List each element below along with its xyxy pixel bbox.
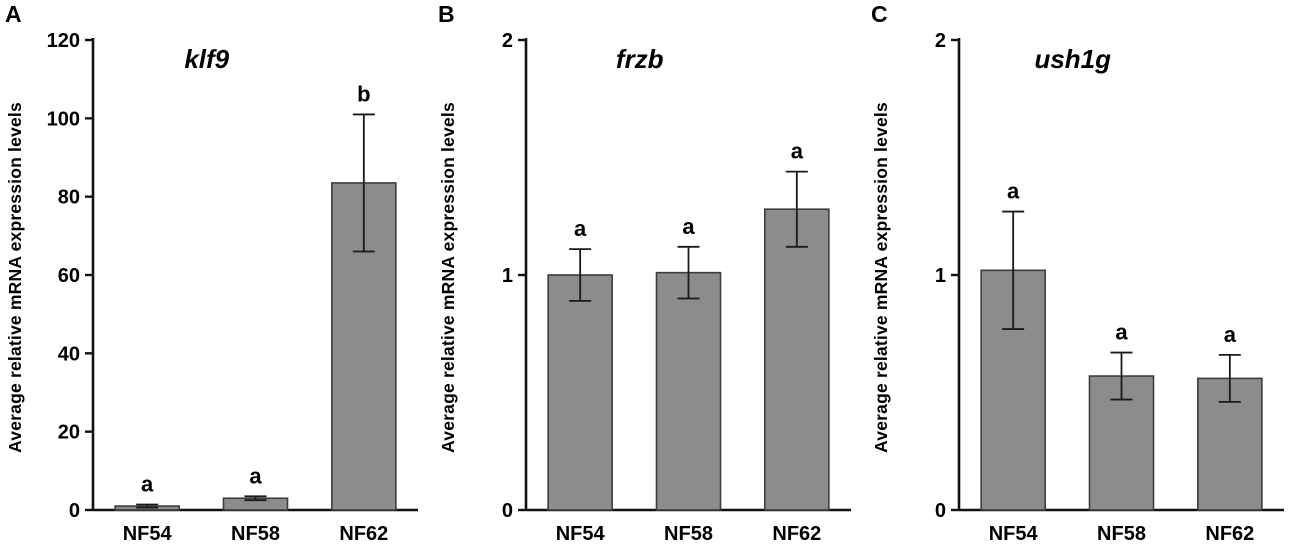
bar-chart-ush1g: 0 1 2 a NF54 a NF58 a NF62 ush1g xyxy=(935,30,1284,545)
panel-c: C Average relative mRNA expression level… xyxy=(866,0,1299,555)
x-tick-label: NF62 xyxy=(339,523,388,545)
bar-chart-frzb: 0 1 2 a NF54 a NF58 a NF62 frzb xyxy=(502,30,851,545)
panel-letter-c: C xyxy=(871,1,888,27)
y-tick-label: 80 xyxy=(58,187,80,209)
x-tick-label: NF58 xyxy=(1097,523,1146,545)
significance-label: a xyxy=(574,216,587,241)
y-tick-label: 1 xyxy=(935,265,946,287)
y-axis-title-b: Average relative mRNA expression levels xyxy=(433,0,463,555)
y-axis-title-text: Average relative mRNA expression levels xyxy=(870,102,891,453)
y-axis-title-a: Average relative mRNA expression levels xyxy=(0,0,30,555)
bar-chart-klf9: 0 20 40 60 80 100 120 a NF54 a NF58 b NF62 klf9 xyxy=(47,30,418,545)
significance-label: a xyxy=(1007,179,1020,204)
y-tick-label: 60 xyxy=(58,265,80,287)
y-tick-label: 1 xyxy=(502,265,513,287)
x-tick-label: NF54 xyxy=(123,523,173,545)
y-axis-title-text: Average relative mRNA expression levels xyxy=(437,102,458,453)
panel-b: B Average relative mRNA expression level… xyxy=(433,0,866,555)
significance-label: a xyxy=(249,463,262,488)
chart-title: frzb xyxy=(616,44,664,74)
bar-nf54 xyxy=(547,274,613,511)
y-tick-label: 2 xyxy=(935,30,946,52)
y-tick-label: 0 xyxy=(935,500,946,522)
x-tick-label: NF54 xyxy=(556,523,606,545)
x-tick-label: NF54 xyxy=(989,523,1039,545)
y-tick-label: 40 xyxy=(58,343,80,365)
significance-label: b xyxy=(357,81,370,106)
bar-nf58 xyxy=(655,271,722,511)
y-tick-label: 0 xyxy=(69,500,80,522)
significance-label: a xyxy=(791,139,804,164)
panel-letter-b: B xyxy=(438,1,455,27)
y-tick-label: 20 xyxy=(58,422,80,444)
y-tick-label: 120 xyxy=(47,30,80,52)
panel-a: A Average relative mRNA expression level… xyxy=(0,0,433,555)
y-axis-title-text: Average relative mRNA expression levels xyxy=(4,102,25,453)
panel-letter-a: A xyxy=(5,1,22,27)
x-tick-label: NF58 xyxy=(231,523,280,545)
x-tick-label: NF62 xyxy=(772,523,821,545)
significance-label: a xyxy=(1115,320,1128,345)
significance-label: a xyxy=(682,214,695,239)
bar-nf62 xyxy=(764,208,830,511)
y-tick-label: 2 xyxy=(502,30,513,52)
x-tick-label: NF62 xyxy=(1205,523,1254,545)
y-tick-label: 100 xyxy=(47,108,80,130)
significance-label: a xyxy=(141,472,154,497)
significance-label: a xyxy=(1224,322,1237,347)
chart-title: klf9 xyxy=(184,44,229,74)
chart-title: ush1g xyxy=(1034,44,1111,74)
x-tick-label: NF58 xyxy=(664,523,713,545)
y-tick-label: 0 xyxy=(502,500,513,522)
y-axis-title-c: Average relative mRNA expression levels xyxy=(866,0,896,555)
